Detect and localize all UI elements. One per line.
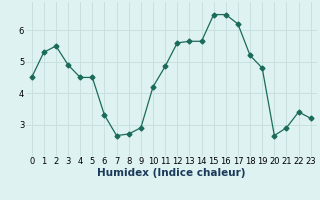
X-axis label: Humidex (Indice chaleur): Humidex (Indice chaleur) <box>97 168 245 178</box>
